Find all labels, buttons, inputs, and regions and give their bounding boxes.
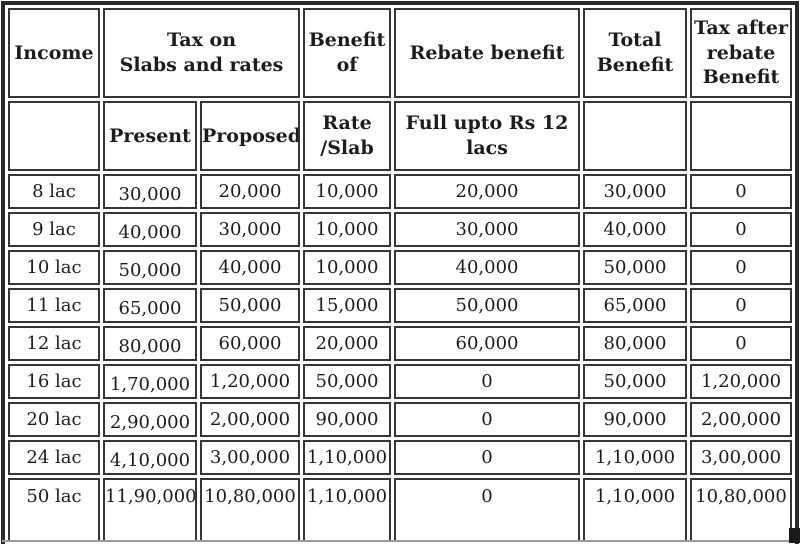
- cell-proposed: 60,000: [200, 326, 301, 361]
- header-full-upto: Full upto Rs 12 lacs: [394, 101, 581, 171]
- cell-tax-after: 0: [690, 250, 793, 285]
- cell-benefit: 10,000: [303, 250, 392, 285]
- cell-income: 12 lac: [8, 326, 100, 361]
- header-present: Present: [103, 101, 197, 171]
- cell-income: 16 lac: [8, 364, 100, 399]
- cell-benefit: 1,10,000: [303, 440, 392, 475]
- table-row: 10 lac 50,000 40,000 10,000 40,000 50,00…: [8, 250, 793, 285]
- cell-benefit: 50,000: [303, 364, 392, 399]
- cell-rebate: 0: [394, 402, 581, 437]
- table-row: 50 lac 11,90,000 10,80,000 1,10,000 0 1,…: [8, 478, 793, 542]
- header-proposed: Proposed: [200, 101, 301, 171]
- header-rate-slab: Rate /Slab: [303, 101, 392, 171]
- cell-income: 10 lac: [8, 250, 100, 285]
- cell-proposed: 2,00,000: [200, 402, 301, 437]
- cell-tax-after: 0: [690, 174, 793, 209]
- table-shadow-line: [2, 540, 798, 542]
- cell-benefit: 10,000: [303, 212, 392, 247]
- table-row: 9 lac 40,000 30,000 10,000 30,000 40,000…: [8, 212, 793, 247]
- cell-rebate: 40,000: [394, 250, 581, 285]
- cell-income: 11 lac: [8, 288, 100, 323]
- table-row: 20 lac 2,90,000 2,00,000 90,000 0 90,000…: [8, 402, 793, 437]
- cell-income: 20 lac: [8, 402, 100, 437]
- cell-income: 8 lac: [8, 174, 100, 209]
- cell-tax-after: 0: [690, 212, 793, 247]
- cell-total: 80,000: [583, 326, 688, 361]
- cell-rebate: 30,000: [394, 212, 581, 247]
- cell-total: 1,10,000: [583, 440, 688, 475]
- cell-benefit: 20,000: [303, 326, 392, 361]
- header-benefit-of: Benefit of: [303, 8, 392, 98]
- cell-proposed: 10,80,000: [200, 478, 301, 542]
- header-row-1: Income Tax on Slabs and rates Benefit of…: [8, 8, 793, 98]
- cell-income: 50 lac: [8, 478, 100, 542]
- header-rebate-benefit: Rebate benefit: [394, 8, 581, 98]
- cell-proposed: 3,00,000: [200, 440, 301, 475]
- cell-total: 90,000: [583, 402, 688, 437]
- cell-total: 50,000: [583, 364, 688, 399]
- cell-total: 40,000: [583, 212, 688, 247]
- table-shadow-corner: [789, 528, 800, 543]
- cell-proposed: 1,20,000: [200, 364, 301, 399]
- cell-income: 24 lac: [8, 440, 100, 475]
- cell-rebate: 60,000: [394, 326, 581, 361]
- cell-present: 2,90,000: [103, 402, 197, 437]
- header-empty-total: [583, 101, 688, 171]
- cell-present: 30,000: [103, 174, 197, 209]
- cell-rebate: 20,000: [394, 174, 581, 209]
- cell-present: 40,000: [103, 212, 197, 247]
- header-tax-on-slabs: Tax on Slabs and rates: [103, 8, 301, 98]
- cell-proposed: 20,000: [200, 174, 301, 209]
- cell-total: 30,000: [583, 174, 688, 209]
- header-tax-after-rebate: Tax after rebate Benefit: [690, 8, 793, 98]
- cell-proposed: 30,000: [200, 212, 301, 247]
- cell-proposed: 40,000: [200, 250, 301, 285]
- cell-total: 65,000: [583, 288, 688, 323]
- cell-benefit: 1,10,000: [303, 478, 392, 542]
- cell-rebate: 0: [394, 364, 581, 399]
- header-row-2: Present Proposed Rate /Slab Full upto Rs…: [8, 101, 793, 171]
- table-row: 11 lac 65,000 50,000 15,000 50,000 65,00…: [8, 288, 793, 323]
- header-income: Income: [8, 8, 100, 98]
- cell-tax-after: 2,00,000: [690, 402, 793, 437]
- header-total-benefit: Total Benefit: [583, 8, 688, 98]
- cell-total: 50,000: [583, 250, 688, 285]
- cell-present: 50,000: [103, 250, 197, 285]
- cell-present: 80,000: [103, 326, 197, 361]
- cell-rebate: 50,000: [394, 288, 581, 323]
- cell-rebate: 0: [394, 478, 581, 542]
- table-row: 8 lac 30,000 20,000 10,000 20,000 30,000…: [8, 174, 793, 209]
- header-empty-tax-after: [690, 101, 793, 171]
- table-row: 12 lac 80,000 60,000 20,000 60,000 80,00…: [8, 326, 793, 361]
- cell-rebate: 0: [394, 440, 581, 475]
- cell-present: 4,10,000: [103, 440, 197, 475]
- cell-benefit: 10,000: [303, 174, 392, 209]
- cell-tax-after: 1,20,000: [690, 364, 793, 399]
- cell-tax-after: 10,80,000: [690, 478, 793, 542]
- cell-benefit: 90,000: [303, 402, 392, 437]
- header-empty-income: [8, 101, 100, 171]
- cell-present: 11,90,000: [103, 478, 197, 542]
- cell-benefit: 15,000: [303, 288, 392, 323]
- cell-proposed: 50,000: [200, 288, 301, 323]
- cell-tax-after: 0: [690, 288, 793, 323]
- cell-present: 65,000: [103, 288, 197, 323]
- cell-present: 1,70,000: [103, 364, 197, 399]
- cell-income: 9 lac: [8, 212, 100, 247]
- table-row: 16 lac 1,70,000 1,20,000 50,000 0 50,000…: [8, 364, 793, 399]
- cell-tax-after: 3,00,000: [690, 440, 793, 475]
- cell-tax-after: 0: [690, 326, 793, 361]
- cell-total: 1,10,000: [583, 478, 688, 542]
- table-row: 24 lac 4,10,000 3,00,000 1,10,000 0 1,10…: [8, 440, 793, 475]
